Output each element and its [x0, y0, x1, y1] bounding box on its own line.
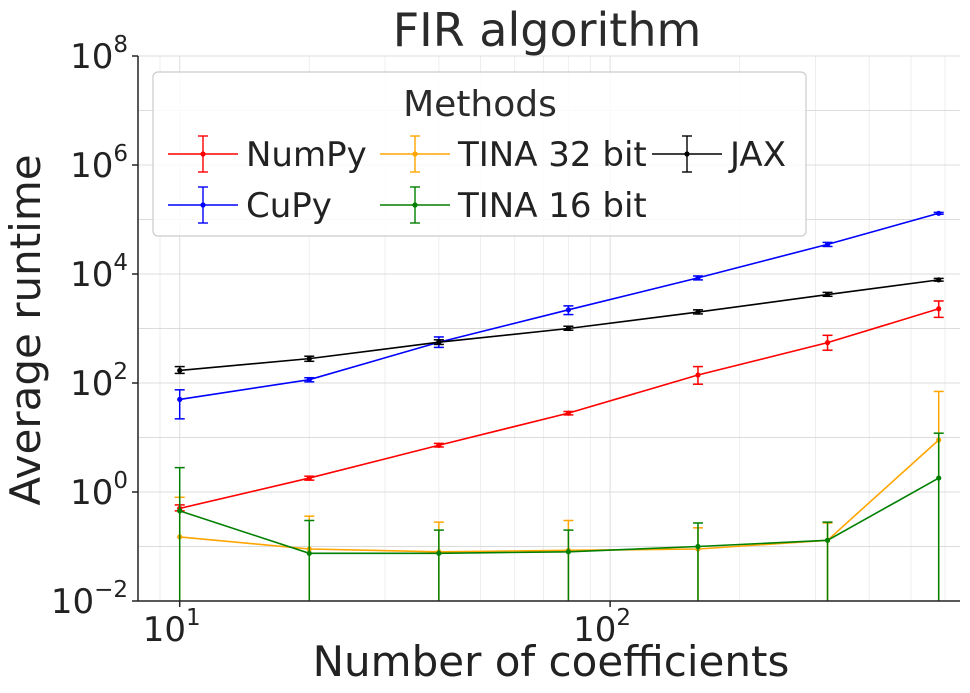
series-line-cupy: [179, 212, 939, 401]
series-cupy: [174, 210, 944, 420]
y-tick-exponent: 6: [113, 141, 128, 167]
series-numpy: [174, 300, 944, 512]
series-jax: [174, 277, 944, 375]
y-tick-label: 104: [70, 250, 128, 295]
data-point: [695, 543, 701, 550]
y-tick-label: 100: [70, 468, 128, 513]
data-point: [436, 550, 442, 556]
data-point: [824, 340, 831, 346]
series-tina-32-bit: [174, 390, 944, 601]
data-point: [565, 325, 572, 332]
data-point: [306, 475, 312, 481]
legend-label: JAX: [728, 135, 786, 175]
legend-label: TINA 32 bit: [457, 135, 647, 175]
legend-label: CuPy: [246, 186, 332, 226]
legend-label: NumPy: [246, 135, 367, 175]
legend-entry-cupy: CuPy: [168, 186, 332, 226]
x-tick-exponent: 1: [186, 605, 201, 631]
data-point: [824, 291, 831, 298]
y-tick-label: 102: [70, 359, 128, 404]
legend-marker: [412, 202, 418, 208]
y-tick-label: 10−2: [51, 577, 128, 622]
series-line-numpy: [179, 308, 939, 510]
data-point: [824, 241, 831, 247]
series-tina-16-bit: [174, 432, 944, 601]
legend-marker: [412, 151, 418, 157]
data-point: [177, 396, 183, 403]
data-point: [695, 372, 701, 378]
y-tick-label: 108: [70, 32, 128, 77]
y-tick-exponent: −2: [94, 577, 128, 603]
series-line-tina-32-bit: [179, 439, 940, 553]
data-point: [177, 367, 183, 374]
data-point: [565, 549, 572, 555]
y-tick-exponent: 4: [113, 250, 128, 276]
data-point: [695, 309, 701, 315]
x-tick-label: 102: [573, 605, 631, 650]
data-point: [306, 550, 312, 556]
series-line-jax: [179, 279, 939, 372]
chart-title: FIR algorithm: [393, 3, 702, 57]
legend-entry-numpy: NumPy: [168, 135, 367, 175]
data-point: [824, 537, 831, 543]
x-tick-exponent: 2: [616, 605, 631, 631]
legend-entry-tina-32-bit: TINA 32 bit: [380, 135, 647, 175]
data-point: [565, 307, 572, 313]
data-point: [936, 210, 942, 216]
data-point: [695, 275, 701, 281]
legend-box: [152, 71, 807, 237]
y-tick-exponent: 8: [113, 32, 128, 58]
legend-entry-jax: JAX: [652, 135, 786, 175]
data-point: [306, 377, 312, 383]
data-point: [936, 475, 942, 481]
data-point: [436, 442, 442, 448]
data-point: [565, 410, 572, 416]
legend-marker: [684, 151, 690, 157]
data-point: [177, 508, 183, 514]
x-tick-label: 101: [143, 605, 201, 650]
y-tick-exponent: 2: [113, 359, 128, 385]
legend-marker: [200, 202, 206, 208]
y-tick-label: 106: [70, 141, 128, 186]
data-point: [306, 356, 312, 362]
data-point: [936, 277, 942, 283]
data-point: [936, 306, 942, 312]
y-tick-exponent: 0: [113, 468, 128, 494]
y-axis-label: Average runtime: [1, 154, 50, 505]
data-point: [436, 339, 442, 345]
legend-title: Methods: [403, 84, 557, 125]
legend-entry-tina-16-bit: TINA 16 bit: [380, 186, 647, 226]
series-layer: [174, 210, 944, 601]
legend: Methods NumPy CuPy TINA 32 bit TINA 16 bit JA…: [152, 71, 807, 237]
legend-marker: [200, 151, 206, 157]
series-line-tina-16-bit: [179, 477, 940, 555]
x-axis-label: Number of coefficients: [313, 637, 790, 686]
legend-label: TINA 16 bit: [457, 186, 647, 226]
